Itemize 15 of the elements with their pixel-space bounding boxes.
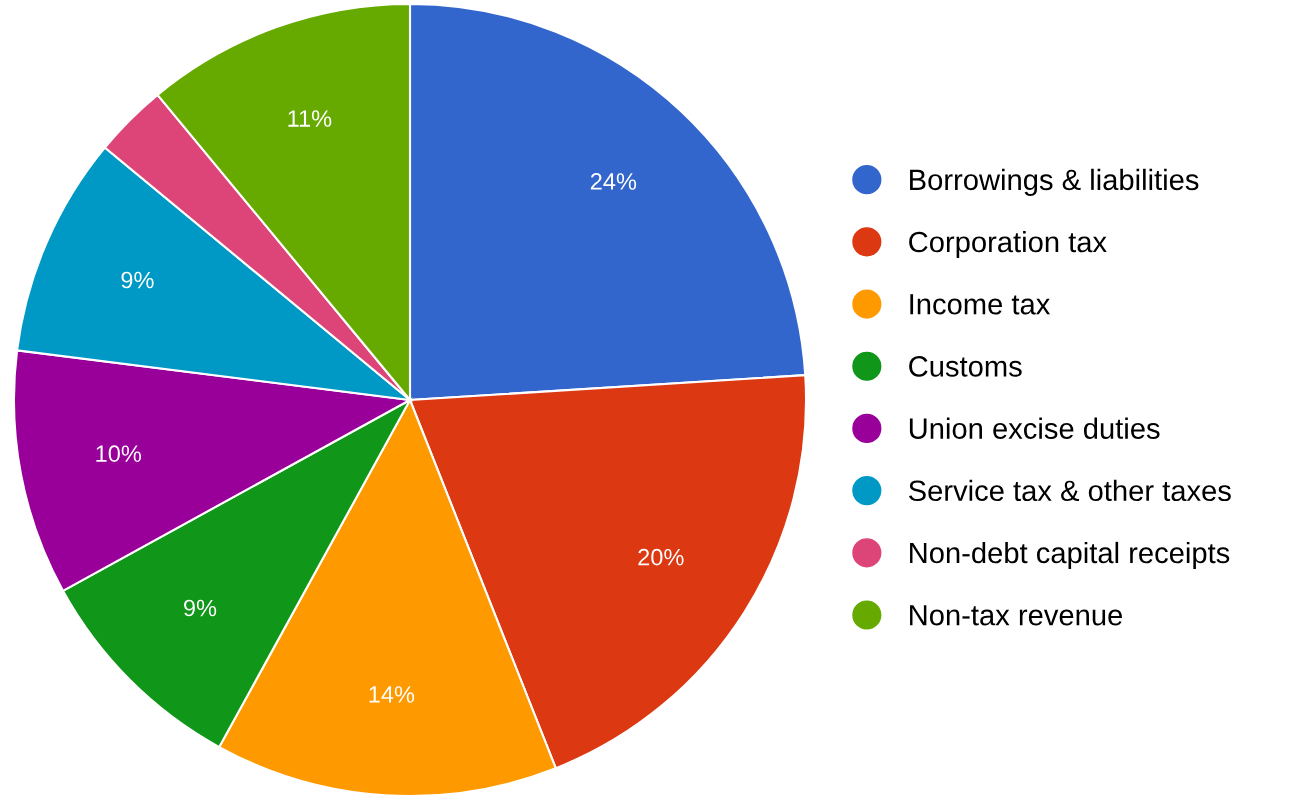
legend-label: Income tax xyxy=(910,294,1051,315)
legend-label: Non-tax revenue xyxy=(910,605,1122,626)
data-label: 10% xyxy=(96,445,142,462)
legend-label: Service tax & other taxes xyxy=(908,479,1231,502)
data-label: 11% xyxy=(288,110,332,127)
data-label: 24% xyxy=(590,173,637,190)
legend-label: Union excise duties xyxy=(909,417,1160,439)
data-label: 20% xyxy=(638,548,684,566)
legend-label: Customs xyxy=(909,356,1022,377)
legend-label: Borrowings & liabilities xyxy=(910,168,1199,196)
data-label: 9% xyxy=(184,599,217,617)
data-label: 9% xyxy=(121,271,154,289)
data-label: 14% xyxy=(369,686,415,703)
legend-label: Corporation tax xyxy=(909,230,1107,259)
legend-label: Non-debt capital receipts xyxy=(910,541,1230,570)
